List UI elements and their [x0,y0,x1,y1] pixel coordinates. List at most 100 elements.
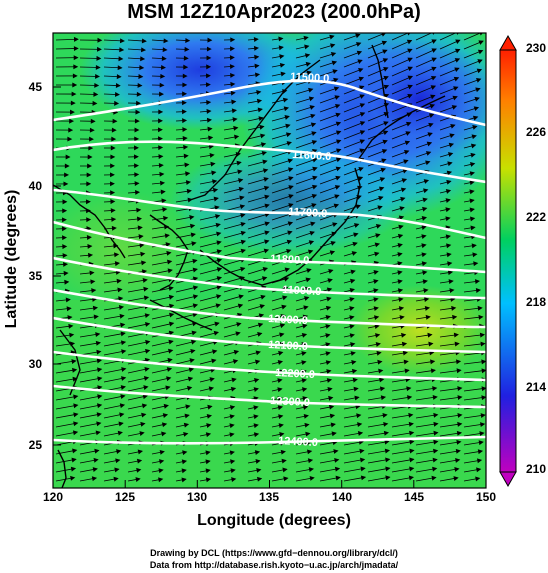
wind-arrowhead [208,386,215,392]
wind-arrowhead [254,72,261,78]
wind-arrowhead [143,376,150,381]
wind-arrowhead [215,222,221,228]
wind-arrowhead [479,332,485,338]
wind-arrowhead [257,331,263,337]
wind-arrowhead [163,215,169,221]
wind-arrowhead [142,394,148,400]
wind-arrowhead [301,387,308,393]
wind-arrowhead [205,73,211,79]
wind-arrowhead [145,322,151,327]
wind-arrowhead [469,207,475,213]
wind-arrowhead [454,67,460,73]
wind-arrowhead [333,449,339,454]
wind-arrowhead [481,386,486,392]
wind-arrowhead [333,203,340,209]
wind-arrowhead [384,448,390,454]
wind-arrowhead [72,376,78,382]
wind-arrowhead [181,100,187,106]
wind-arrowhead [73,36,79,42]
wind-arrowhead [351,251,358,256]
wind-arrowhead [279,54,285,60]
x-tick-label: 150 [475,490,497,504]
wind-arrowhead [421,243,427,249]
wind-arrowhead [325,351,331,357]
wind-arrowhead [230,90,236,96]
wind-arrowhead [335,157,342,163]
wind-arrowhead [400,187,407,193]
wind-arrowhead [451,105,458,110]
wind-arrowhead [456,430,462,436]
wind-arrowhead [479,431,485,437]
wind-arrowhead [157,136,163,142]
wind-arrowhead [374,251,380,257]
wind-arrowhead [448,142,455,148]
wind-arrowhead [138,74,144,79]
wind-arrowhead [259,124,265,130]
wind-arrowhead [287,158,294,164]
wind-arrowhead [357,431,364,436]
wind-arrowhead [184,46,190,52]
wind-arrowhead [309,105,315,110]
wind-arrowhead [287,230,293,236]
wind-arrowhead [280,71,286,77]
wind-arrowhead [357,176,364,182]
wind-arrowhead [115,458,121,464]
wind-arrowhead [453,476,459,481]
wind-arrowhead [258,116,264,122]
wind-arrowhead [240,213,246,218]
wind-arrowhead [231,99,237,105]
wind-arrowhead [167,268,173,274]
wind-arrowhead [63,181,69,187]
wind-arrowhead [143,295,150,301]
wind-arrowhead [158,145,164,151]
wind-arrowhead [141,260,147,266]
wind-arrowhead [215,303,221,309]
wind-arrowhead [480,422,486,428]
wind-arrowhead [350,351,356,356]
wind-arrowhead [182,127,188,133]
wind-arrowhead [427,132,433,137]
wind-arrowhead [110,199,116,205]
wind-arrowhead [302,323,308,329]
wind-arrowhead [253,37,259,42]
wind-arrowhead [261,276,268,282]
wind-arrowhead [182,91,188,97]
x-tick-label: 145 [403,490,425,504]
wind-arrowhead [397,243,403,248]
wind-arrowhead [230,72,236,78]
wind-arrowhead [94,82,100,88]
wind-arrowhead [162,47,168,53]
wind-arrowhead [206,413,212,419]
wind-arrowhead [117,65,123,71]
wind-arrowhead [359,130,366,135]
wind-arrowhead [216,258,223,263]
wind-arrowhead [157,127,163,133]
wind-arrowhead [141,38,147,44]
wind-arrowhead [433,430,439,436]
wind-arrowhead [430,368,436,374]
wind-arrowhead [168,286,174,291]
wind-arrowhead [285,132,292,138]
wind-arrowhead [182,118,188,124]
wind-arrowhead [231,377,237,383]
wind-arrowhead [335,130,342,136]
wind-arrowhead [288,194,294,199]
wind-arrowhead [86,235,92,240]
wind-arrowhead [235,331,241,337]
wind-arrowhead [306,449,313,455]
wind-arrowhead [166,376,172,382]
wind-arrowhead [330,241,336,246]
wind-arrowhead [383,121,389,126]
wind-arrowhead [398,215,405,221]
wind-arrowhead [326,378,333,383]
wind-arrowhead [185,180,192,185]
wind-arrowhead [72,82,78,88]
wind-arrowhead [349,333,355,339]
wind-arrowhead [312,175,318,181]
contour-12200 [53,350,486,382]
wind-arrowhead [212,187,219,193]
wind-arrowhead [325,305,332,311]
wind-arrowhead [399,206,405,211]
wind-arrowhead [87,243,93,249]
wind-arrowhead [480,413,486,419]
